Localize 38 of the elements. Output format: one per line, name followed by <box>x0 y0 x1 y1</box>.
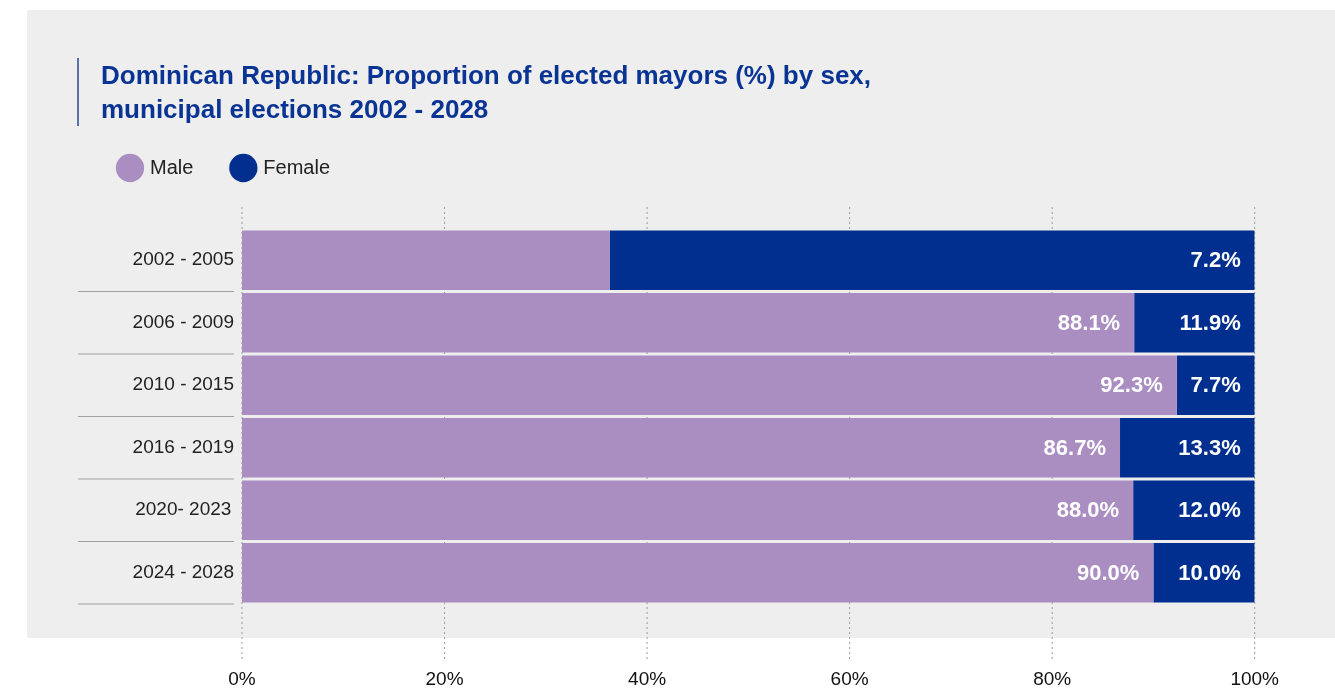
bar <box>242 418 1121 478</box>
bar <box>242 230 610 290</box>
data-label: 11.9% <box>1179 309 1241 335</box>
bar <box>242 543 1154 603</box>
data-label: 13.3% <box>1178 434 1241 460</box>
x-tick-label: 0% <box>228 667 256 689</box>
x-tick-label: 100% <box>1230 667 1280 689</box>
chart-title: Dominican Republic: Proportion of elected mayors (%) by sex, municipal elections 2002 - 2028 <box>77 58 941 126</box>
y-tick-label: 2016 - 2019 <box>132 435 234 457</box>
data-label: 90.0% <box>1077 559 1140 585</box>
data-label: 12.0% <box>1178 497 1241 523</box>
bar <box>1176 355 1255 415</box>
data-label: 7.7% <box>1190 372 1241 398</box>
legend-label: Male <box>150 155 194 178</box>
legend-label: Female <box>263 155 331 178</box>
data-label: 10.0% <box>1178 559 1241 585</box>
x-tick-label: 20% <box>425 667 464 689</box>
y-tick-label: 2006 - 2009 <box>132 310 234 332</box>
x-tick-label: 40% <box>628 667 667 689</box>
bar <box>1120 418 1255 478</box>
data-label: 92.3% <box>1100 372 1163 398</box>
bar <box>1133 480 1255 540</box>
y-tick-label: 2002 - 2005 <box>132 248 234 270</box>
bar <box>242 293 1135 353</box>
data-label: 86.7% <box>1043 434 1107 460</box>
bar <box>242 355 1177 415</box>
bar <box>1134 293 1255 353</box>
data-label: 88.1% <box>1057 309 1121 335</box>
x-tick-label: 60% <box>830 667 869 689</box>
bar <box>1153 543 1255 603</box>
bar <box>242 480 1134 540</box>
annotation: 7.2% <box>1190 247 1241 273</box>
y-tick-label: 2024 - 2028 <box>132 560 234 582</box>
data-label: 88.0% <box>1056 497 1120 523</box>
y-tick-label: 2010 - 2015 <box>132 373 234 395</box>
bar <box>609 230 1255 290</box>
y-tick-label: 2020- 2023 <box>135 498 232 520</box>
x-tick-label: 80% <box>1033 667 1072 689</box>
